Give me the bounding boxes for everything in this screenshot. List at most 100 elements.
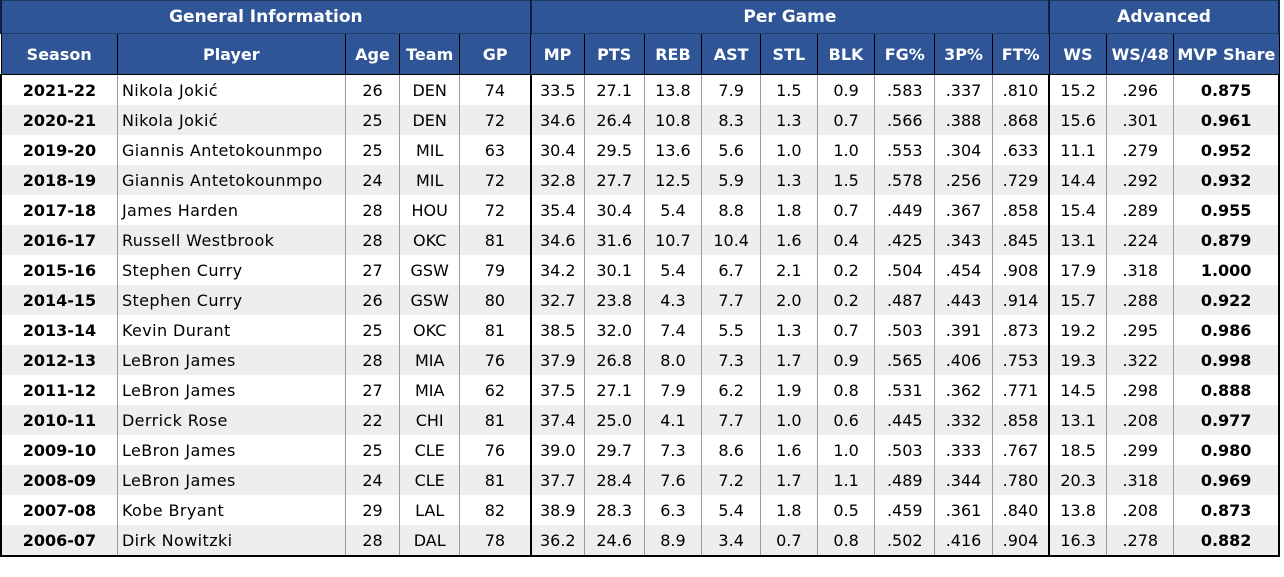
cell-blk: 0.2 (816, 285, 876, 315)
column-header-ft-pct[interactable]: FT% (991, 33, 1050, 75)
cell-ast: 3.4 (701, 525, 762, 557)
cell-3p-pct: .406 (934, 345, 993, 375)
cell-ws-48: .299 (1106, 435, 1175, 465)
cell-3p-pct: .391 (934, 315, 993, 345)
cell-team: DEN (399, 105, 461, 135)
cell-mp: 32.8 (529, 165, 585, 195)
cell-mp: 30.4 (529, 135, 585, 165)
cell-gp: 76 (459, 435, 532, 465)
cell-ast: 7.7 (701, 285, 762, 315)
cell-3p-pct: .362 (934, 375, 993, 405)
column-header-fg-pct[interactable]: FG% (874, 33, 936, 75)
table-row: 2015-16 Stephen Curry 27 GSW 79 34.2 30.1 5.4 6.… (0, 255, 1281, 285)
column-header-ast[interactable]: AST (701, 33, 762, 75)
cell-ws-48: .208 (1106, 405, 1175, 435)
cell-blk: 0.7 (816, 105, 876, 135)
column-header-player[interactable]: Player (116, 33, 346, 75)
cell-mvp-share: 0.879 (1173, 225, 1281, 255)
cell-blk: 1.1 (816, 465, 876, 495)
cell-season: 2017-18 (0, 195, 118, 225)
cell-stl: 1.7 (760, 465, 818, 495)
cell-age: 29 (344, 495, 401, 525)
column-header-age[interactable]: Age (344, 33, 401, 75)
cell-ft-pct: .858 (991, 405, 1050, 435)
cell-ws: 15.7 (1048, 285, 1108, 315)
cell-fg-pct: .504 (874, 255, 936, 285)
cell-mvp-share: 0.952 (1173, 135, 1281, 165)
cell-reb: 10.7 (643, 225, 703, 255)
cell-gp: 63 (459, 135, 532, 165)
cell-mvp-share: 0.922 (1173, 285, 1281, 315)
cell-ws-48: .296 (1106, 74, 1175, 105)
cell-ws: 15.2 (1048, 74, 1108, 105)
table-row: 2007-08 Kobe Bryant 29 LAL 82 38.9 28.3 6.3 5.4 1… (0, 495, 1281, 525)
table-row: 2013-14 Kevin Durant 25 OKC 81 38.5 32.0 7.4 5.5… (0, 315, 1281, 345)
cell-mp: 34.6 (529, 105, 585, 135)
cell-mvp-share: 0.875 (1173, 74, 1281, 105)
cell-fg-pct: .502 (874, 525, 936, 557)
table-row: 2009-10 LeBron James 25 CLE 76 39.0 29.7 7.3 8.6… (0, 435, 1281, 465)
column-header-blk[interactable]: BLK (816, 33, 876, 75)
column-header-ws[interactable]: WS (1048, 33, 1108, 75)
cell-ft-pct: .633 (991, 135, 1050, 165)
column-header-3p-pct[interactable]: 3P% (934, 33, 993, 75)
cell-pts: 27.1 (583, 74, 645, 105)
cell-ast: 5.9 (701, 165, 762, 195)
cell-fg-pct: .459 (874, 495, 936, 525)
cell-stl: 0.7 (760, 525, 818, 557)
cell-mvp-share: 0.986 (1173, 315, 1281, 345)
cell-team: MIL (399, 135, 461, 165)
cell-fg-pct: .531 (874, 375, 936, 405)
cell-age: 22 (344, 405, 401, 435)
column-header-mvp-share[interactable]: MVP Share (1173, 33, 1280, 75)
column-header-ws-48[interactable]: WS/48 (1106, 33, 1175, 75)
table-row: 2010-11 Derrick Rose 22 CHI 81 37.4 25.0 4.1 7.7… (0, 405, 1281, 435)
table-body: 2021-22 Nikola Jokić 26 DEN 74 33.5 27.1 13.8 7.… (0, 74, 1281, 557)
cell-blk: 0.8 (816, 375, 876, 405)
cell-season: 2020-21 (0, 105, 118, 135)
column-header-stl[interactable]: STL (760, 33, 818, 75)
cell-reb: 7.9 (643, 375, 703, 405)
cell-gp: 78 (459, 525, 532, 557)
column-header-gp[interactable]: GP (459, 33, 532, 75)
cell-reb: 6.3 (643, 495, 703, 525)
cell-mp: 37.4 (529, 405, 585, 435)
cell-blk: 0.4 (816, 225, 876, 255)
cell-ws-48: .224 (1106, 225, 1175, 255)
cell-season: 2019-20 (0, 135, 118, 165)
cell-mvp-share: 0.969 (1173, 465, 1281, 495)
table-row: 2021-22 Nikola Jokić 26 DEN 74 33.5 27.1 13.8 7.… (0, 74, 1281, 105)
column-header-mp[interactable]: MP (530, 33, 585, 75)
cell-mp: 37.5 (529, 375, 585, 405)
cell-ws: 19.2 (1048, 315, 1108, 345)
cell-reb: 7.6 (643, 465, 703, 495)
cell-ws: 17.9 (1048, 255, 1108, 285)
cell-fg-pct: .487 (874, 285, 936, 315)
cell-3p-pct: .332 (934, 405, 993, 435)
cell-team: HOU (399, 195, 461, 225)
column-header-pts[interactable]: PTS (583, 33, 645, 75)
cell-team: DEN (399, 74, 461, 105)
cell-season: 2016-17 (0, 225, 118, 255)
table-row: 2016-17 Russell Westbrook 28 OKC 81 34.6 31.6 1… (0, 225, 1281, 255)
column-header-team[interactable]: Team (399, 33, 461, 75)
cell-gp: 80 (459, 285, 532, 315)
cell-ft-pct: .858 (991, 195, 1050, 225)
column-header-season[interactable]: Season (0, 33, 118, 75)
cell-player: Dirk Nowitzki (116, 525, 346, 557)
cell-season: 2006-07 (0, 525, 118, 557)
cell-reb: 4.1 (643, 405, 703, 435)
cell-ws-48: .301 (1106, 105, 1175, 135)
column-header-row: Season Player Age Team GP MP PTS REB AST… (0, 33, 1280, 75)
table-row: 2020-21 Nikola Jokić 25 DEN 72 34.6 26.4 10.8 8.… (0, 105, 1281, 135)
cell-mvp-share: 1.000 (1173, 255, 1281, 285)
cell-blk: 0.6 (816, 405, 876, 435)
cell-ws-48: .318 (1106, 465, 1175, 495)
cell-mvp-share: 0.955 (1173, 195, 1281, 225)
column-header-reb[interactable]: REB (643, 33, 703, 75)
cell-player: Nikola Jokić (116, 74, 346, 105)
cell-fg-pct: .445 (874, 405, 936, 435)
cell-team: GSW (399, 285, 461, 315)
cell-ft-pct: .771 (991, 375, 1050, 405)
cell-season: 2009-10 (0, 435, 118, 465)
